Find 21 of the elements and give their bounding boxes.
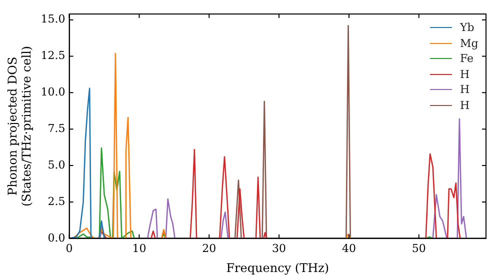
x-tick-label: 50 [412, 242, 426, 255]
legend-label: H [460, 82, 470, 98]
legend-label: H [460, 98, 470, 113]
y-tick-label: 10.0 [40, 86, 66, 99]
y-tick-label: 15.0 [40, 12, 66, 26]
x-tick-label: 20 [202, 242, 216, 255]
y-tick-label: 5.0 [48, 158, 66, 172]
legend-label: Fe [460, 51, 474, 66]
y-tick-label: 12.5 [40, 49, 66, 62]
x-axis-title: Frequency (THz) [226, 260, 330, 275]
y-axis-title: Phonon projected DOS (States/THz·primitive cell) [5, 46, 34, 207]
x-tick-label: 40 [342, 242, 356, 255]
x-tick-label: 30 [272, 242, 286, 255]
y-tick-label: 2.5 [48, 194, 66, 208]
x-tick-label: 0 [66, 242, 73, 255]
x-tick-label: 10 [132, 242, 146, 255]
legend-label: Mg [460, 36, 478, 51]
legend-label: Yb [460, 20, 474, 36]
y-tick-label: 7.5 [48, 122, 66, 135]
y-tick-label: 0.0 [48, 231, 66, 244]
legend-label: H [460, 66, 470, 82]
